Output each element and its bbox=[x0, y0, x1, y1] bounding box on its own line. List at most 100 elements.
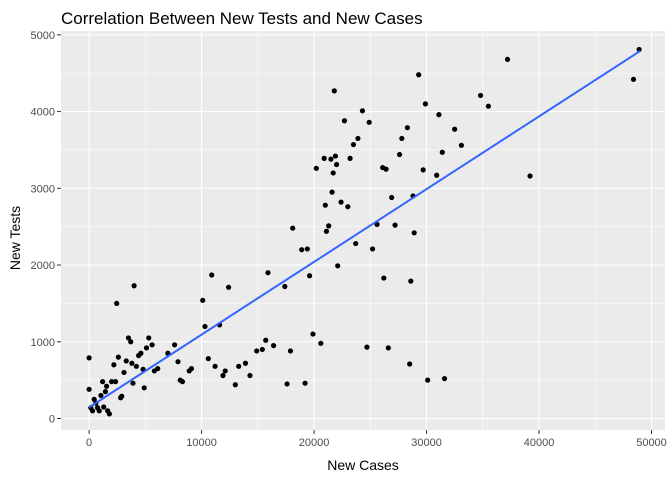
data-point bbox=[381, 275, 387, 281]
data-point bbox=[636, 46, 642, 53]
data-point bbox=[485, 103, 492, 109]
data-point bbox=[106, 411, 112, 417]
data-point bbox=[138, 350, 144, 356]
data-point bbox=[119, 393, 125, 399]
data-point bbox=[441, 375, 448, 382]
x-tick-label: 30000 bbox=[411, 437, 442, 449]
data-point bbox=[328, 156, 334, 162]
data-point bbox=[366, 119, 372, 125]
data-point bbox=[247, 372, 253, 379]
data-point bbox=[128, 339, 134, 345]
data-point bbox=[129, 360, 135, 366]
data-point bbox=[407, 361, 413, 367]
data-point bbox=[101, 404, 107, 410]
data-point bbox=[270, 342, 277, 349]
data-point bbox=[130, 380, 136, 386]
data-point bbox=[109, 379, 115, 385]
x-tick-label: 0 bbox=[86, 437, 92, 449]
trend-line bbox=[88, 50, 641, 409]
y-tick-label: 0 bbox=[49, 413, 55, 425]
data-point bbox=[141, 385, 147, 391]
data-point bbox=[123, 358, 129, 364]
data-point bbox=[202, 323, 208, 330]
data-point bbox=[322, 202, 328, 208]
data-point bbox=[102, 389, 109, 395]
data-point bbox=[100, 379, 106, 385]
data-point bbox=[259, 346, 265, 353]
data-point bbox=[323, 228, 330, 234]
minor-gridlines bbox=[61, 31, 665, 430]
data-point bbox=[155, 366, 161, 372]
data-point bbox=[416, 72, 422, 78]
data-point bbox=[89, 408, 96, 414]
data-point bbox=[310, 331, 316, 337]
data-point bbox=[422, 101, 429, 107]
data-point bbox=[205, 356, 211, 362]
x-tick-label: 40000 bbox=[524, 437, 555, 449]
data-point bbox=[115, 354, 121, 360]
x-tick-label: 10000 bbox=[186, 437, 217, 449]
x-axis-title: New Cases bbox=[327, 457, 399, 473]
data-point bbox=[383, 166, 389, 172]
data-point bbox=[125, 335, 132, 341]
data-point bbox=[306, 273, 313, 279]
y-tick-label: 5000 bbox=[31, 30, 55, 42]
data-point bbox=[220, 372, 226, 379]
data-point bbox=[302, 380, 308, 386]
data-point bbox=[304, 246, 310, 252]
data-point bbox=[458, 142, 465, 148]
data-point bbox=[330, 170, 336, 176]
data-point bbox=[179, 379, 186, 385]
data-point bbox=[242, 360, 249, 366]
data-point bbox=[232, 382, 238, 388]
y-axis-ticks: 0 1000 2000 3000 4000 5000 bbox=[31, 30, 61, 425]
data-point bbox=[452, 126, 458, 132]
data-point bbox=[114, 300, 120, 306]
data-point bbox=[263, 337, 269, 343]
data-point bbox=[332, 153, 339, 159]
data-point bbox=[200, 297, 206, 303]
data-point bbox=[408, 278, 414, 284]
data-point bbox=[172, 342, 178, 348]
data-point bbox=[131, 283, 137, 289]
data-point bbox=[112, 379, 119, 385]
data-point bbox=[399, 135, 405, 142]
data-point bbox=[143, 345, 150, 351]
data-point bbox=[86, 355, 92, 361]
data-point bbox=[392, 222, 398, 228]
x-tick-label: 50000 bbox=[636, 437, 667, 449]
y-tick-label: 1000 bbox=[31, 337, 55, 349]
data-point bbox=[477, 92, 484, 99]
data-point bbox=[347, 155, 353, 161]
data-point bbox=[425, 377, 431, 383]
y-tick-label: 2000 bbox=[31, 260, 55, 272]
data-point bbox=[350, 141, 357, 148]
data-point bbox=[96, 408, 102, 414]
data-point bbox=[133, 363, 139, 369]
data-point bbox=[411, 230, 417, 236]
data-point bbox=[504, 56, 511, 62]
data-point bbox=[175, 359, 181, 365]
data-point bbox=[359, 108, 366, 114]
data-point bbox=[630, 76, 637, 82]
data-point bbox=[290, 225, 296, 231]
data-point bbox=[284, 381, 290, 387]
data-point bbox=[404, 125, 411, 131]
data-point bbox=[333, 161, 340, 168]
data-point bbox=[265, 270, 271, 276]
data-point bbox=[282, 283, 288, 290]
data-point bbox=[527, 173, 533, 179]
data-point bbox=[225, 284, 232, 290]
data-point bbox=[212, 363, 218, 369]
y-tick-label: 3000 bbox=[31, 183, 55, 195]
chart-title: Correlation Between New Tests and New Ca… bbox=[61, 9, 423, 28]
data-point bbox=[98, 392, 104, 399]
data-point bbox=[121, 369, 127, 376]
data-point bbox=[222, 368, 228, 374]
data-point bbox=[326, 223, 332, 229]
data-point bbox=[331, 88, 337, 94]
data-point bbox=[341, 118, 348, 124]
data-point bbox=[385, 345, 391, 351]
data-point bbox=[434, 172, 440, 178]
